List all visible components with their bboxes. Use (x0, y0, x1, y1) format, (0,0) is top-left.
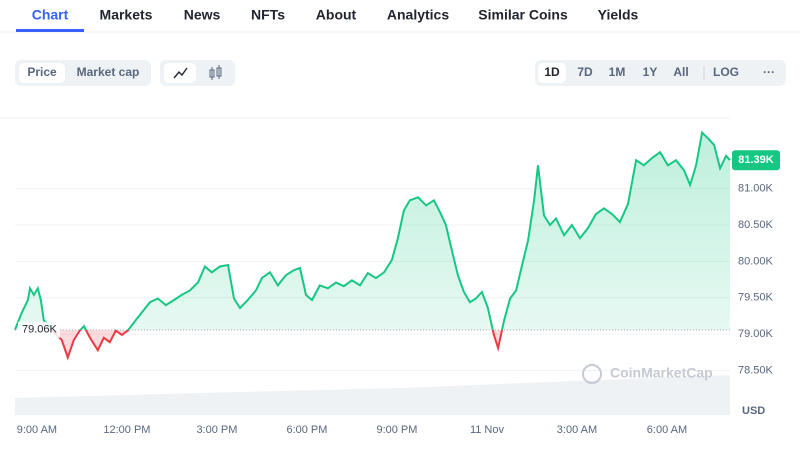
last-price-label: 81.39K (738, 154, 774, 166)
baseline-label-bg (18, 321, 60, 338)
range-toggle (535, 60, 786, 86)
x-tick-label: 6:00 AM (647, 424, 687, 436)
x-tick-label: 9:00 AM (17, 424, 57, 436)
area-above (15, 132, 730, 330)
x-tick-label: 11 Nov (470, 424, 505, 436)
nav-tab[interactable]: Chart (32, 7, 69, 23)
metric-button[interactable]: Price (27, 65, 57, 79)
active-tab-underline (16, 29, 84, 32)
active-range-bg (538, 63, 566, 83)
x-tick-label: 6:00 PM (286, 424, 327, 436)
nav-tab[interactable]: NFTs (251, 7, 285, 23)
range-button[interactable]: All (673, 65, 688, 79)
range-button[interactable]: 7D (577, 65, 593, 79)
price-line-below (15, 329, 504, 361)
line-icon (173, 67, 188, 79)
nav-tab[interactable]: News (184, 7, 221, 23)
nav-tab[interactable]: Markets (100, 7, 153, 23)
y-tick-label: 80.00K (738, 255, 774, 267)
y-tick-label: 81.00K (738, 183, 774, 195)
baseline-label: 79.06K (22, 324, 58, 336)
range-button[interactable]: 1Y (643, 65, 658, 79)
x-tick-label: 3:00 PM (196, 424, 237, 436)
candle-icon[interactable] (209, 65, 222, 80)
active-metric-bg (19, 63, 65, 83)
range-button[interactable]: 1M (609, 65, 626, 79)
nav-tab[interactable]: Analytics (387, 7, 449, 23)
watermark: CoinMarketCap (610, 365, 713, 381)
nav-tab[interactable]: Yields (598, 7, 639, 23)
price-line (14, 130, 731, 330)
last-price-badge (732, 150, 780, 171)
more-button[interactable]: ··· (763, 65, 775, 79)
y-tick-label: 78.50K (738, 365, 774, 377)
log-button[interactable]: LOG (713, 65, 739, 79)
x-tick-label: 12:00 PM (103, 424, 150, 436)
range-button[interactable]: 1D (544, 65, 560, 79)
nav-tab[interactable]: Similar Coins (478, 7, 568, 23)
y-tick-label: 79.50K (738, 292, 774, 304)
metric-button[interactable]: Market cap (77, 65, 140, 79)
nav-tab[interactable]: About (316, 7, 357, 23)
watermark-logo (582, 364, 602, 384)
volume-area (15, 375, 730, 415)
x-tick-label: 3:00 AM (557, 424, 597, 436)
x-tick-label: 9:00 PM (376, 424, 417, 436)
y-tick-label: 80.50K (738, 219, 774, 231)
y-tick-label: 79.00K (738, 328, 774, 340)
y-axis-label: USD (742, 405, 765, 417)
